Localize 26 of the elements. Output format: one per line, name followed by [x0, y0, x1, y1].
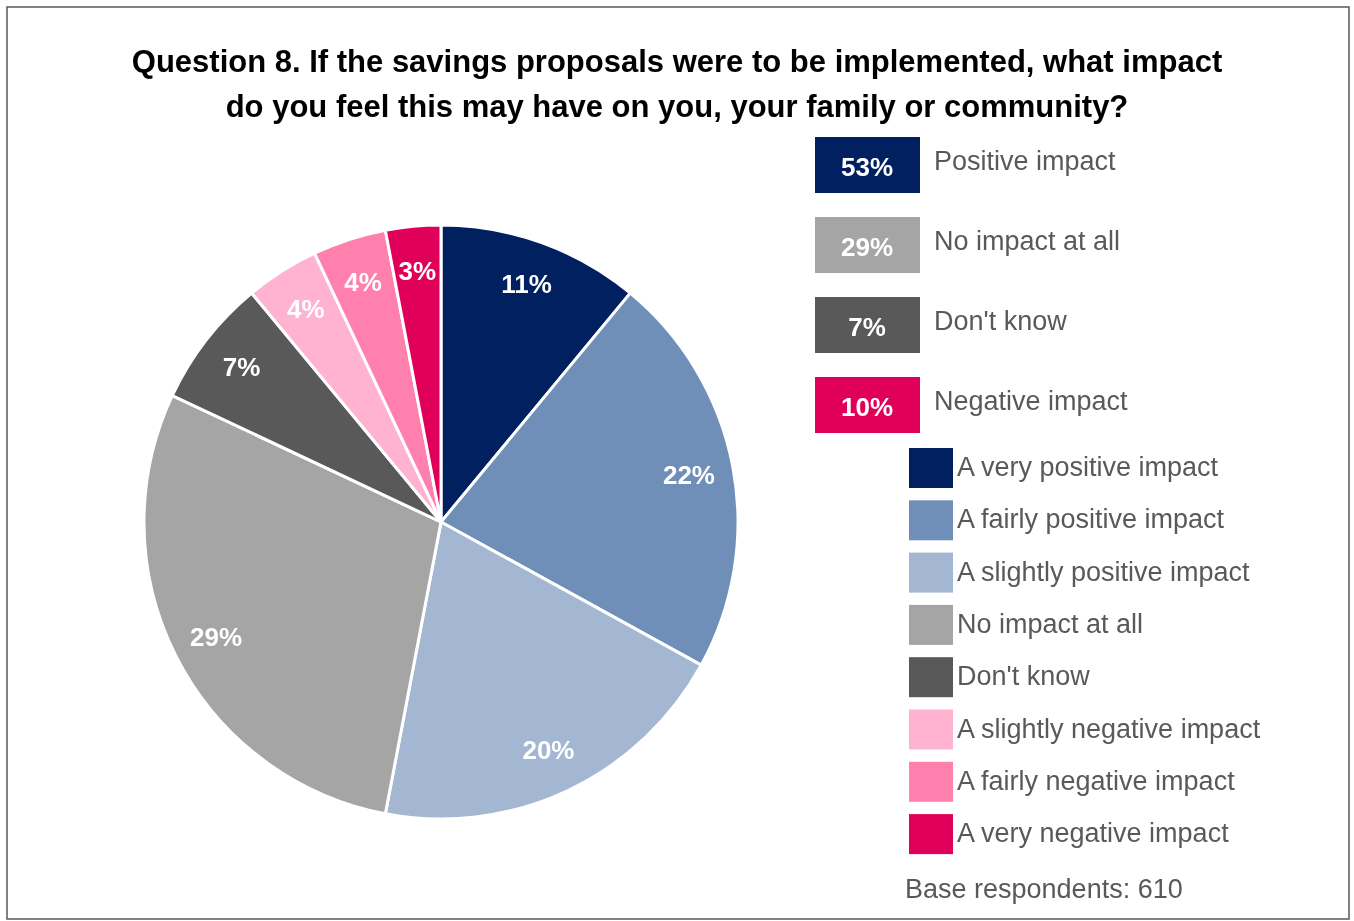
legend-label: No impact at all: [957, 608, 1144, 639]
data-label: 20%: [522, 735, 575, 766]
data-label: 4%: [286, 293, 325, 324]
text: Negative impact: [934, 386, 1129, 416]
text: Positive impact: [934, 146, 1117, 176]
legend-label: A fairly negative impact: [957, 765, 1236, 796]
data-label: 22%: [662, 459, 715, 490]
text: Don't know: [934, 306, 1068, 336]
data-label: 3%: [398, 255, 437, 286]
legend-label: A slightly positive impact: [957, 556, 1251, 587]
text: 53%: [840, 152, 894, 182]
legend-label: A fairly positive impact: [957, 504, 1225, 535]
legend-label: A slightly negative impact: [957, 713, 1261, 744]
data-label: 4%: [344, 266, 382, 297]
data-label: 11%: [501, 269, 552, 300]
chart-title: Question 8. If the savings proposals were to be implemented, what impact do you feel this may have on you, your family or community?: [131, 44, 1223, 124]
data-label: 29%: [190, 621, 243, 652]
data-label: 7%: [222, 352, 261, 383]
text: 29%: [840, 232, 894, 262]
legend-label: A very positive impact: [957, 452, 1219, 482]
text: Base respondents: 610: [905, 874, 1183, 904]
text: 10%: [840, 392, 894, 422]
text: No impact at all: [934, 226, 1121, 256]
legend-label: A very negative impact: [957, 818, 1230, 849]
text: 7%: [848, 312, 886, 342]
legend-label: Don't know: [957, 661, 1091, 692]
